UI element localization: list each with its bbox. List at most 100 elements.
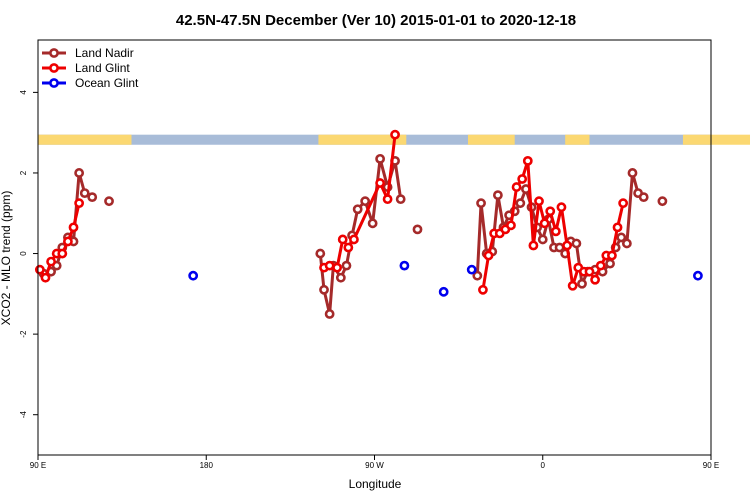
data-point [412,224,423,235]
data-point [360,196,371,207]
data-point [627,168,638,178]
data-point [349,234,359,245]
data-point [68,222,79,233]
data-point [545,206,556,217]
land-band-segment [565,134,590,145]
data-point [517,174,528,184]
data-point [492,190,503,201]
data-point [483,250,494,261]
x-axis-label: Longitude [349,477,402,491]
data-point [352,204,363,215]
land-band-segment [38,134,132,145]
x-tick-label: 180 [200,461,214,470]
data-point [375,178,386,188]
data-point [341,260,352,271]
land-band-segment [467,134,515,145]
data-point [188,270,199,281]
data-point [399,260,410,271]
data-point [621,238,632,249]
data-point [57,248,68,259]
y-axis: -4 -2 0 2 4 [19,90,38,419]
data-point [46,256,56,267]
data-point [534,196,544,207]
data-point [319,284,329,295]
x-tick-label: 0 [541,461,546,470]
data-point [40,272,51,283]
legend-marker [49,63,59,73]
data-point [616,232,627,243]
data-point [522,155,533,166]
y-axis-label: XCO2 - MLO trend (ppm) [0,191,13,326]
data-point [693,270,703,281]
data-point [476,198,486,209]
land-band-segment [682,134,750,145]
legend-item: Ocean Glint [42,76,139,90]
data-point [657,196,668,207]
data-point [605,258,615,269]
data-point [571,238,582,249]
data-point [63,236,73,247]
legend-label: Land Glint [75,61,130,75]
data-point [382,194,393,205]
series-layer [34,129,703,319]
data-point [74,168,85,178]
y-tick-label: 4 [19,90,28,95]
data-point [324,260,335,271]
data-point [438,286,449,297]
chart-title: 42.5N-47.5N December (Ver 10) 2015-01-01… [176,12,576,29]
series-ocean-glint [188,260,703,297]
land-band-segment [318,134,407,145]
legend-marker [49,78,59,88]
legend-label: Land Nadir [75,46,134,60]
land-ocean-band [38,134,750,145]
legend-label: Ocean Glint [75,76,139,90]
data-point [335,272,346,283]
data-point [584,266,595,277]
data-point [337,234,348,245]
data-point [595,260,606,271]
series-land-glint [34,129,629,295]
data-point [618,198,629,209]
data-point [375,153,386,164]
data-point [638,192,649,203]
data-point [315,248,326,259]
data-point [550,226,561,237]
data-point [87,192,98,203]
data-point [478,284,488,295]
data-point [390,129,400,140]
data-point [539,218,550,229]
legend-item: Land Glint [42,61,130,75]
x-tick-label: 90 W [365,461,384,470]
data-point [528,240,539,251]
data-point [34,264,45,275]
data-point [612,222,623,233]
x-axis: 90 E 180 90 W 0 90 E [30,455,719,470]
y-tick-label: 0 [19,251,28,256]
data-point [104,196,114,207]
data-point [395,194,406,205]
data-point [511,182,522,192]
y-tick-label: -2 [19,330,28,338]
data-point [577,278,587,289]
data-point [590,274,600,285]
data-point [367,218,378,229]
data-point [562,240,572,251]
data-point [537,234,548,245]
data-point [556,202,567,213]
x-tick-label: 90 E [30,461,46,470]
data-point [515,198,526,209]
data-point [343,242,354,253]
legend-marker [49,48,59,58]
data-point [79,188,90,199]
data-point [332,262,343,273]
data-point [466,264,477,275]
x-tick-label: 90 E [703,461,719,470]
y-tick-label: -4 [19,411,28,419]
data-point [324,309,335,319]
y-tick-label: 2 [19,170,28,175]
plot-frame [37,39,712,456]
data-point [506,220,516,231]
data-point [567,280,578,291]
legend-item: Land Nadir [42,46,134,60]
